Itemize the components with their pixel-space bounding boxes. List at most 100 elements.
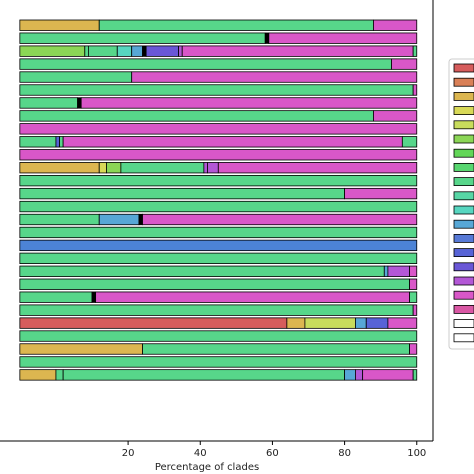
bar-segment-18-0 [19,252,418,265]
bar-segment-22-0 [19,304,414,316]
bar-segment-23-4 [365,317,389,329]
bar-segment-21-3 [409,291,418,303]
legend-swatch-4 [453,120,474,130]
legend [448,58,474,350]
bar-segment-25-0 [19,343,143,355]
bar-segment-27-4 [355,369,364,381]
legend-swatch-11 [453,219,474,229]
bar-segment-26-0 [19,356,418,368]
legend-swatch-13 [453,248,474,258]
bar-segment-2-3 [116,45,133,57]
bar-segment-16-0 [19,226,418,239]
bar-segment-27-5 [362,369,414,381]
bar-segment-17-0 [19,239,418,252]
legend-swatch-1 [453,77,474,87]
legend-swatch-18 [453,319,474,329]
bar-segment-22-1 [412,304,418,316]
x-tick-label-100: 100 [407,448,426,459]
bar-segment-11-2 [106,162,122,174]
bar-segment-9-3 [62,136,403,148]
bar-segment-11-6 [217,162,418,174]
legend-swatch-5 [453,134,474,144]
legend-swatch-0 [453,63,474,73]
bar-segment-19-3 [409,265,418,277]
bar-segment-9-4 [401,136,418,148]
x-tick-label-40: 40 [194,448,207,459]
legend-swatch-15 [453,276,474,286]
bar-segment-19-0 [19,265,385,277]
bar-segment-5-0 [19,84,414,96]
bar-segment-9-2 [59,136,64,148]
bars-group [19,19,418,381]
legend-swatch-17 [453,304,474,314]
legend-frame [448,58,474,350]
bar-segment-1-2 [268,32,418,44]
bar-segment-21-1 [91,291,97,303]
bar-segment-27-2 [62,369,345,381]
bar-segment-1-1 [264,32,270,44]
bar-segment-13-1 [344,187,418,200]
bar-segment-0-1 [98,19,374,31]
x-tick-label-20: 20 [122,448,135,459]
bar-segment-19-2 [387,265,410,277]
legend-swatch-10 [453,205,474,215]
bar-segment-2-2 [88,45,118,57]
x-tick-label-60: 60 [266,448,279,459]
bar-segment-11-0 [19,162,100,174]
legend-swatch-19 [453,333,474,343]
bar-segment-8-0 [19,123,418,135]
bar-segment-0-2 [373,19,418,31]
bar-segment-20-0 [19,278,410,290]
bar-segment-4-0 [19,71,133,83]
bar-segment-11-1 [98,162,107,174]
bar-segment-11-3 [120,162,205,174]
bar-segment-12-0 [19,174,418,187]
bar-segment-25-2 [409,343,418,355]
bar-segment-27-3 [344,369,356,381]
bar-segment-2-6 [145,45,180,57]
x-tick-label-80: 80 [338,448,351,459]
bar-segment-27-6 [412,369,418,381]
legend-swatch-12 [453,233,474,243]
bar-segment-6-2 [80,97,418,109]
bar-segment-7-0 [19,110,374,122]
bar-segment-2-7 [178,45,183,57]
bar-segment-2-8 [181,45,414,57]
bar-segment-6-1 [77,97,82,109]
bar-segment-3-0 [19,58,392,70]
bar-segment-15-2 [138,213,143,226]
bar-segment-15-1 [98,213,140,226]
bar-segment-6-0 [19,97,78,109]
bar-segment-7-1 [373,110,418,122]
bar-segment-2-5 [142,45,147,57]
bar-segment-2-1 [84,45,89,57]
bar-segment-2-9 [412,45,418,57]
bar-segment-4-1 [131,71,418,83]
bar-segment-3-1 [391,58,418,70]
bar-segment-10-0 [19,149,418,161]
x-axis-label: Percentage of clades [155,462,259,473]
x-axis: 20 40 60 80 100 [122,441,426,459]
legend-swatch-6 [453,148,474,158]
bar-segment-2-0 [19,45,86,57]
bar-segment-23-2 [304,317,356,329]
bar-segment-5-1 [412,84,418,96]
bar-segment-23-1 [286,317,306,329]
legend-swatch-2 [453,92,474,101]
bar-segment-0-0 [19,19,100,31]
bar-segment-25-1 [142,343,410,355]
bar-segment-2-4 [131,45,143,57]
bar-segment-15-3 [142,213,418,226]
bar-segment-21-0 [19,291,93,303]
bar-segment-9-0 [19,136,57,148]
legend-swatch-8 [453,177,474,187]
legend-swatch-16 [453,290,474,300]
bar-segment-21-2 [95,291,410,303]
legend-swatch-9 [453,191,474,201]
bar-segment-14-0 [19,200,418,213]
bar-segment-24-0 [19,330,418,342]
legend-swatch-7 [453,162,474,172]
bar-segment-19-1 [383,265,389,277]
bar-segment-23-3 [355,317,367,329]
